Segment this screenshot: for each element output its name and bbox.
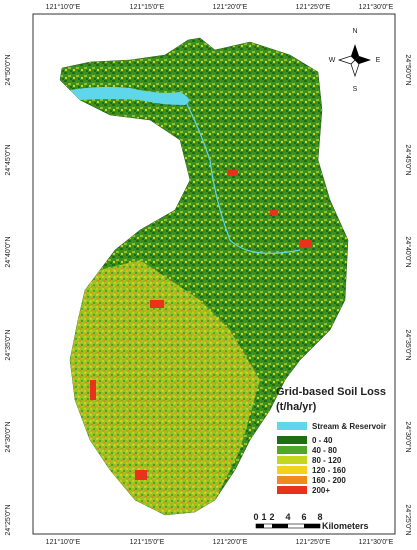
right-coordinate: 24°25'0"N (404, 504, 412, 535)
legend-title: Grid-based Soil Loss (276, 386, 386, 398)
right-coordinate: 24°40'0"N (404, 236, 412, 267)
legend-label: Stream & Reservoir (312, 422, 386, 431)
scale-tick: 6 (301, 512, 306, 522)
hotspots (90, 170, 312, 480)
scale-tick: 1 (261, 512, 266, 522)
compass-w: W (329, 57, 336, 64)
left-coordinate: 24°45'0"N (4, 144, 12, 175)
bottom-coordinate: 121°15'0"E (130, 538, 165, 546)
left-coordinate: 24°35'0"N (4, 329, 12, 360)
reservoir (70, 86, 189, 105)
bottom-coordinate: 121°30'0"E (359, 538, 394, 546)
right-coordinate: 24°35'0"N (404, 329, 412, 360)
scale-tick: 2 (269, 512, 274, 522)
left-coordinate: 24°50'0"N (4, 54, 12, 85)
left-coordinate: 24°40'0"N (4, 236, 12, 267)
top-coordinate: 121°20'0"E (213, 3, 248, 11)
scale-tick: 0 (253, 512, 258, 522)
right-coordinate: 24°50'0"N (404, 54, 412, 85)
legend-unit: (t/ha/yr) (276, 401, 317, 413)
bottom-coordinate: 121°20'0"E (213, 538, 248, 546)
scale-tick: 8 (317, 512, 322, 522)
top-coordinate: 121°25'0"E (296, 3, 331, 11)
right-coordinate: 24°45'0"N (404, 144, 412, 175)
compass-e: E (376, 57, 381, 64)
legend-label: 0 - 40 (312, 436, 333, 445)
top-coordinate: 121°10'0"E (46, 3, 81, 11)
legend-swatch (277, 436, 307, 444)
stream (184, 99, 301, 254)
bottom-coordinate: 121°25'0"E (296, 538, 331, 546)
legend-swatch (277, 476, 307, 484)
legend-label: 160 - 200 (312, 476, 346, 485)
top-coordinate: 121°30'0"E (359, 3, 394, 11)
top-coordinate: 121°15'0"E (130, 3, 165, 11)
legend-swatch (277, 466, 307, 474)
legend-swatch (277, 486, 307, 494)
legend-swatch (277, 446, 307, 454)
left-coordinate: 24°30'0"N (4, 421, 12, 452)
left-coordinate: 24°25'0"N (4, 504, 12, 535)
bottom-coordinate: 121°10'0"E (46, 538, 81, 546)
scale-segment (272, 524, 288, 528)
high-loss-zone (70, 260, 260, 515)
legend-label: 80 - 120 (312, 456, 342, 465)
legend-swatch (277, 422, 307, 430)
legend-label: 40 - 80 (312, 446, 337, 455)
scale-tick: 4 (285, 512, 290, 522)
compass-s: S (353, 86, 358, 93)
right-coordinate: 24°30'0"N (404, 421, 412, 452)
scale-segment (256, 524, 264, 528)
legend-swatch (277, 456, 307, 464)
scale-unit: Kilometers (322, 521, 369, 531)
legend-label: 120 - 160 (312, 466, 346, 475)
scale-segment (304, 524, 320, 528)
compass-rose (337, 44, 371, 78)
compass-n: N (352, 28, 357, 35)
legend-label: 200+ (312, 486, 330, 495)
